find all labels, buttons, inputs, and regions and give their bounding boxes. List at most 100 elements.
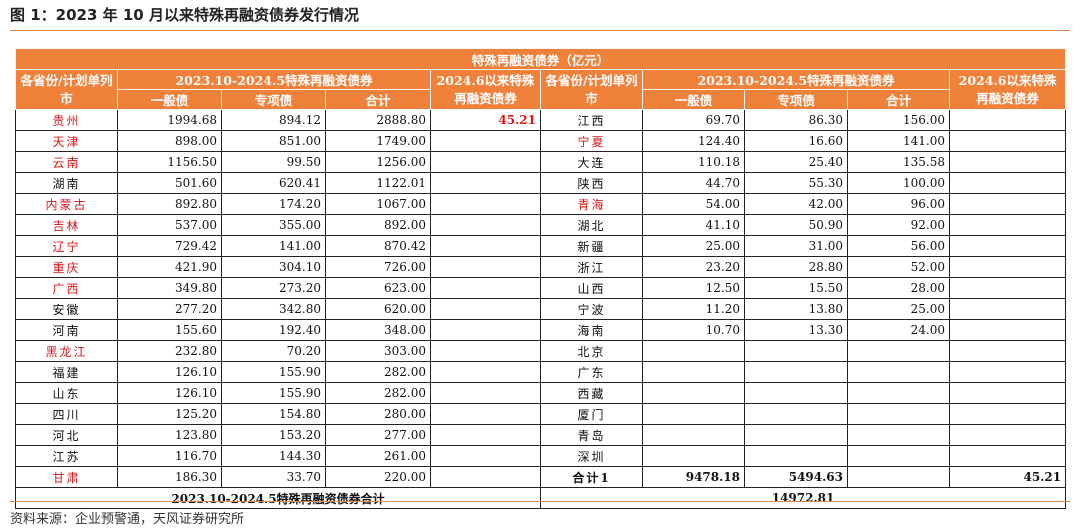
header-total-right: 合计 <box>847 89 950 110</box>
cell-june <box>430 340 541 362</box>
province-name: 青海 <box>540 193 643 215</box>
table-row: 河北 123.80 153.20 277.00 青岛 <box>15 424 1067 446</box>
cell-june <box>430 319 541 341</box>
cell-total: 135.58 <box>847 151 950 173</box>
cell-total: 282.00 <box>325 361 431 383</box>
table-row: 福建 126.10 155.90 282.00 广东 <box>15 361 1067 383</box>
table-row: 吉林 537.00 355.00 892.00 湖北 41.10 50.90 92.00 <box>15 214 1067 236</box>
cell-general: 277.20 <box>117 298 222 320</box>
cell-june <box>430 235 541 257</box>
province-name: 甘肃 <box>15 466 118 488</box>
cell-total: 277.00 <box>325 424 431 446</box>
province-name: 广西 <box>15 277 118 299</box>
cell-special: 153.20 <box>221 424 326 446</box>
cell-general: 124.40 <box>642 130 745 152</box>
province-name: 厦门 <box>540 403 643 425</box>
province-name: 广东 <box>540 361 643 383</box>
cell-special: 33.70 <box>221 466 326 488</box>
cell-june <box>948 403 1067 425</box>
bond-table-container: 特殊再融资债券（亿元） 各省份/计划单列市 2023.10-2024.5特殊再融… <box>14 48 1067 509</box>
header-general-left: 一般债 <box>117 89 222 110</box>
cell-general: 116.70 <box>117 445 222 467</box>
cell-total: 92.00 <box>847 214 950 236</box>
header-june-left: 2024.6以来特殊再融资债券 <box>430 69 541 110</box>
province-name: 河南 <box>15 319 118 341</box>
table-row: 广西 349.80 273.20 623.00 山西 12.50 15.50 28.00 <box>15 277 1067 299</box>
cell-total <box>847 424 950 446</box>
cell-total: 261.00 <box>325 445 431 467</box>
cell-special: 304.10 <box>221 256 326 278</box>
province-name: 湖南 <box>15 172 118 194</box>
cell-june <box>948 235 1067 257</box>
province-name: 合计1 <box>540 466 643 488</box>
province-name: 宁夏 <box>540 130 643 152</box>
header-period-left: 2023.10-2024.5特殊再融资债券 <box>117 69 431 90</box>
cell-june <box>948 424 1067 446</box>
province-name: 江苏 <box>15 445 118 467</box>
cell-general: 155.60 <box>117 319 222 341</box>
cell-special: 155.90 <box>221 382 326 404</box>
cell-general: 125.20 <box>117 403 222 425</box>
cell-general: 537.00 <box>117 214 222 236</box>
cell-special: 99.50 <box>221 151 326 173</box>
cell-june <box>948 361 1067 383</box>
cell-total <box>847 445 950 467</box>
cell-general: 23.20 <box>642 256 745 278</box>
cell-june <box>948 382 1067 404</box>
province-name: 重庆 <box>15 256 118 278</box>
cell-total: 726.00 <box>325 256 431 278</box>
cell-total: 303.00 <box>325 340 431 362</box>
header-special-left: 专项债 <box>221 89 326 110</box>
cell-special <box>744 361 848 383</box>
cell-special: 70.20 <box>221 340 326 362</box>
header-province-left: 各省份/计划单列市 <box>15 69 118 110</box>
table-row: 重庆 421.90 304.10 726.00 浙江 23.20 28.80 52.00 <box>15 256 1067 278</box>
cell-total <box>847 361 950 383</box>
province-name: 河北 <box>15 424 118 446</box>
cell-special: 28.80 <box>744 256 848 278</box>
cell-special: 273.20 <box>221 277 326 299</box>
table-row: 云南 1156.50 99.50 1256.00 大连 110.18 25.40 135.58 <box>15 151 1067 173</box>
table-body: 贵州 1994.68 894.12 2888.80 45.21 江西 69.70 86.30 1… <box>15 109 1067 488</box>
table-row: 贵州 1994.68 894.12 2888.80 45.21 江西 69.70 86.30 1… <box>15 109 1067 131</box>
figure-title: 图 1：2023 年 10 月以来特殊再融资债券发行情况 <box>10 6 359 24</box>
cell-total: 24.00 <box>847 319 950 341</box>
cell-general: 729.42 <box>117 235 222 257</box>
cell-total: 282.00 <box>325 382 431 404</box>
cell-general: 349.80 <box>117 277 222 299</box>
cell-june <box>948 214 1067 236</box>
cell-special: 141.00 <box>221 235 326 257</box>
cell-june <box>430 403 541 425</box>
header-june-right: 2024.6以来特殊再融资债券 <box>948 69 1067 110</box>
cell-total: 870.42 <box>325 235 431 257</box>
cell-june: 45.21 <box>948 466 1067 488</box>
cell-total <box>847 340 950 362</box>
cell-june <box>948 109 1067 131</box>
cell-general <box>642 361 745 383</box>
cell-general: 11.20 <box>642 298 745 320</box>
cell-general: 110.18 <box>642 151 745 173</box>
cell-general: 126.10 <box>117 361 222 383</box>
province-name: 内蒙古 <box>15 193 118 215</box>
province-name: 浙江 <box>540 256 643 278</box>
cell-june <box>430 130 541 152</box>
cell-june: 45.21 <box>430 109 541 131</box>
table-row: 内蒙古 892.80 174.20 1067.00 青海 54.00 42.00 96.00 <box>15 193 1067 215</box>
cell-june <box>948 319 1067 341</box>
header-province-right: 各省份/计划单列市 <box>540 69 643 110</box>
province-name: 宁波 <box>540 298 643 320</box>
cell-total: 348.00 <box>325 319 431 341</box>
cell-general: 12.50 <box>642 277 745 299</box>
table-row: 天津 898.00 851.00 1749.00 宁夏 124.40 16.60 141.00 <box>15 130 1067 152</box>
cell-june <box>948 172 1067 194</box>
province-name: 四川 <box>15 403 118 425</box>
cell-total: 623.00 <box>325 277 431 299</box>
cell-general: 44.70 <box>642 172 745 194</box>
province-name: 青岛 <box>540 424 643 446</box>
cell-special: 42.00 <box>744 193 848 215</box>
cell-special: 851.00 <box>221 130 326 152</box>
cell-general <box>642 424 745 446</box>
table-row: 河南 155.60 192.40 348.00 海南 10.70 13.30 24.00 <box>15 319 1067 341</box>
cell-special: 144.30 <box>221 445 326 467</box>
cell-special: 154.80 <box>221 403 326 425</box>
